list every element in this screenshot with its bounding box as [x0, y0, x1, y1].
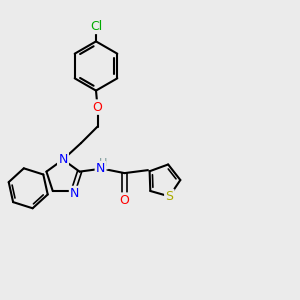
Text: N: N	[96, 162, 105, 175]
Text: O: O	[120, 194, 130, 207]
Text: H: H	[99, 158, 108, 168]
Text: N: N	[58, 153, 68, 166]
Text: N: N	[70, 187, 80, 200]
Text: Cl: Cl	[90, 20, 102, 33]
Text: N: N	[58, 153, 68, 166]
Text: O: O	[93, 100, 102, 114]
Text: S: S	[165, 190, 173, 203]
